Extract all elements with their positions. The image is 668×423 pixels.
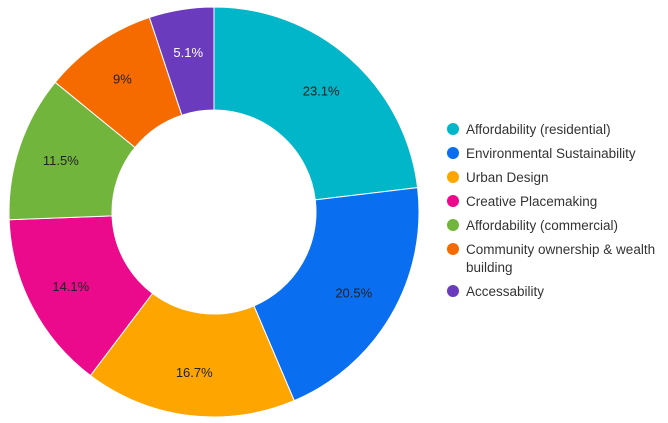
- donut-chart: 23.1% 20.5% 16.7% 14.1% 11.5% 9% 5.1%: [8, 6, 420, 418]
- donut-slice: [213, 6, 419, 201]
- legend-label: Accessability: [466, 284, 545, 299]
- legend-item: Urban Design: [447, 169, 667, 187]
- legend-item: Affordability (commercial): [447, 217, 667, 235]
- legend-label: Environmental Sustainability: [466, 146, 636, 161]
- legend-label: Creative Placemaking: [466, 194, 598, 209]
- legend-label: Urban Design: [466, 170, 549, 185]
- legend-swatch: [447, 285, 459, 297]
- slice-value-label: 5.1%: [173, 45, 203, 60]
- legend-item: Creative Placemaking: [447, 193, 667, 211]
- legend-swatch: [447, 171, 459, 183]
- donut-slice: [253, 187, 420, 402]
- legend-label: Affordability (commercial): [466, 218, 619, 233]
- slice-value-label: 23.1%: [303, 84, 340, 99]
- donut-slice: [148, 6, 215, 116]
- slice-value-label: 9%: [113, 71, 132, 86]
- legend-item: Affordability (residential): [447, 121, 667, 139]
- slice-value-label: 20.5%: [335, 285, 372, 300]
- legend-item: Accessability: [447, 283, 667, 301]
- legend-label: Community ownership & wealth building: [466, 242, 656, 275]
- legend-swatch: [447, 147, 459, 159]
- slice-value-label: 14.1%: [52, 279, 89, 294]
- legend-label: Affordability (residential): [466, 122, 611, 137]
- legend-swatch: [447, 195, 459, 207]
- legend-item: Environmental Sustainability: [447, 145, 667, 163]
- legend-swatch: [447, 123, 459, 135]
- slice-value-label: 11.5%: [43, 153, 79, 168]
- donut-slice: [8, 215, 154, 377]
- slice-value-label: 16.7%: [176, 365, 213, 380]
- donut-slice: [89, 292, 295, 418]
- legend-swatch: [447, 243, 459, 255]
- legend-swatch: [447, 219, 459, 231]
- legend-item: Community ownership & wealth building: [447, 241, 667, 277]
- chart-legend: Affordability (residential) Environmental…: [447, 121, 667, 307]
